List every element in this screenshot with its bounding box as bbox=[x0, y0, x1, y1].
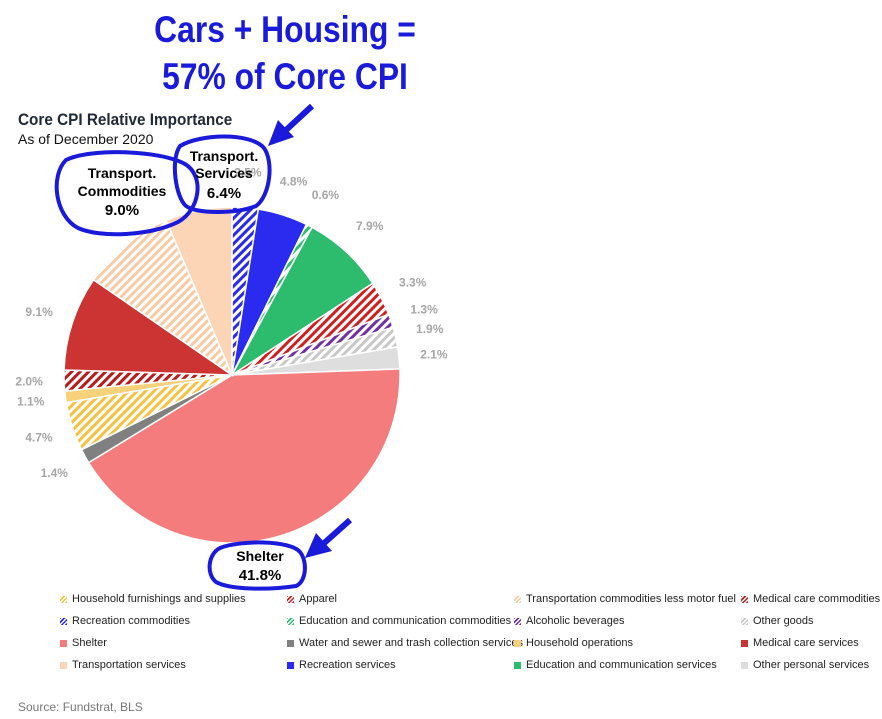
legend-label: Other personal services bbox=[753, 659, 870, 671]
legend-swatch bbox=[60, 617, 67, 625]
chart-subtitle: As of December 2020 bbox=[18, 131, 154, 147]
legend-label: Medical care services bbox=[753, 637, 859, 649]
legend-swatch bbox=[514, 661, 521, 669]
legend-label: Alcoholic beverages bbox=[526, 615, 625, 627]
legend-swatch bbox=[514, 639, 521, 647]
legend-item: Water and sewer and trash collection ser… bbox=[287, 635, 523, 651]
legend: Household furnishings and supplies Appare… bbox=[60, 591, 880, 673]
legend-swatch bbox=[287, 595, 294, 603]
callout-transport-services: Transport. Services 6.4% bbox=[172, 134, 272, 214]
legend-label: Education and communication commodities bbox=[299, 615, 512, 627]
legend-swatch bbox=[287, 639, 294, 647]
legend-item: Alcoholic beverages bbox=[514, 613, 741, 629]
data-label: 4.8% bbox=[280, 175, 308, 189]
legend-swatch bbox=[287, 661, 294, 669]
legend-label: Transportation services bbox=[72, 659, 186, 671]
legend-swatch bbox=[60, 661, 67, 669]
pie-slice-shelter bbox=[87, 368, 401, 544]
legend-label: Medical care commodities bbox=[753, 593, 881, 605]
legend-label: Other goods bbox=[753, 615, 814, 627]
legend-item: Transportation services bbox=[60, 657, 287, 673]
data-label: 7.9% bbox=[356, 219, 384, 233]
legend-item: Medical care commodities bbox=[741, 591, 880, 607]
data-label: 2.1% bbox=[420, 347, 448, 361]
legend-item: Other personal services bbox=[741, 657, 880, 673]
legend-item: Transportation commodities less motor fu… bbox=[514, 591, 741, 607]
legend-item: Shelter bbox=[60, 635, 287, 651]
data-label: 1.9% bbox=[416, 322, 444, 336]
arrow-head bbox=[305, 533, 332, 558]
callout-outline bbox=[172, 134, 272, 214]
arrow-to-shelter bbox=[305, 517, 352, 558]
arrow-head bbox=[268, 120, 294, 146]
legend-item: Household furnishings and supplies bbox=[60, 591, 287, 607]
headline: Cars + Housing = 57% of Core CPI bbox=[40, 6, 530, 100]
headline-line-2: 57% of Core CPI bbox=[162, 56, 408, 97]
data-label: 4.7% bbox=[25, 431, 53, 445]
data-label: 1.4% bbox=[41, 466, 69, 480]
legend-label: Household furnishings and supplies bbox=[72, 593, 246, 605]
legend-label: Shelter bbox=[72, 637, 107, 649]
arrow-shaft bbox=[282, 103, 315, 134]
source-note: Source: Fundstrat, BLS bbox=[18, 700, 143, 714]
data-label: 2.5% bbox=[234, 166, 262, 180]
legend-swatch bbox=[287, 617, 294, 625]
callout-outline bbox=[207, 540, 307, 591]
data-label: 9.1% bbox=[25, 305, 53, 319]
data-label: 2.0% bbox=[15, 375, 43, 389]
legend-label: Transportation commodities less motor fu… bbox=[526, 593, 736, 605]
callout-label-line1: Transport. bbox=[190, 148, 258, 164]
callout-outline bbox=[54, 150, 200, 237]
callout-label-line2: Commodities bbox=[78, 183, 167, 199]
arrow-to-transport-services bbox=[268, 103, 315, 146]
chart-title: Core CPI Relative Importance bbox=[18, 110, 233, 129]
legend-label: Water and sewer and trash collection ser… bbox=[299, 637, 523, 649]
legend-item: Household operations bbox=[514, 635, 741, 651]
callout-label-line1: Shelter bbox=[236, 548, 284, 564]
legend-swatch bbox=[514, 617, 521, 625]
callout-value: 9.0% bbox=[105, 202, 139, 219]
callout-transport-commodities: Transport. Commodities 9.0% bbox=[54, 150, 200, 237]
legend-label: Education and communication services bbox=[526, 659, 717, 671]
legend-label: Household operations bbox=[526, 637, 634, 649]
legend-swatch bbox=[741, 617, 748, 625]
data-label: 1.3% bbox=[410, 303, 438, 317]
legend-swatch bbox=[741, 639, 748, 647]
legend-label: Recreation commodities bbox=[72, 615, 190, 627]
legend-label: Recreation services bbox=[299, 659, 396, 671]
callout-value: 6.4% bbox=[207, 185, 241, 202]
legend-item: Education and communication services bbox=[514, 657, 741, 673]
legend-swatch bbox=[60, 639, 67, 647]
data-label: 0.6% bbox=[312, 188, 340, 202]
legend-item: Education and communication commodities bbox=[287, 613, 514, 629]
arrow-shaft bbox=[320, 517, 352, 548]
legend-swatch bbox=[60, 595, 67, 603]
data-label: 1.1% bbox=[17, 394, 45, 408]
callout-label-line2: Services bbox=[195, 165, 253, 181]
legend-item: Recreation services bbox=[287, 657, 514, 673]
legend-item: Other goods bbox=[741, 613, 880, 629]
legend-swatch bbox=[741, 595, 748, 603]
pie-slice-medical-care-services bbox=[63, 278, 235, 376]
callout-shelter: Shelter 41.8% bbox=[207, 540, 307, 591]
pie-slice-transportation-commodities-less-motor-fuel bbox=[92, 219, 234, 378]
legend-item: Recreation commodities bbox=[60, 613, 287, 629]
headline-line-1: Cars + Housing = bbox=[154, 9, 416, 50]
callout-value: 41.8% bbox=[239, 567, 282, 584]
callout-label-line1: Transport. bbox=[88, 165, 156, 181]
pie-data-labels: 2.5% 4.8% 0.6% 7.9% 3.3% 1.3% 1.9% 2.1% 1.4% 4.7%… bbox=[15, 166, 447, 481]
legend-item: Medical care services bbox=[741, 635, 880, 651]
data-label: 3.3% bbox=[399, 276, 427, 290]
legend-label: Apparel bbox=[299, 593, 337, 605]
pie-slices bbox=[63, 206, 401, 544]
legend-item: Apparel bbox=[287, 591, 514, 607]
legend-swatch bbox=[741, 661, 748, 669]
legend-swatch bbox=[514, 595, 521, 603]
